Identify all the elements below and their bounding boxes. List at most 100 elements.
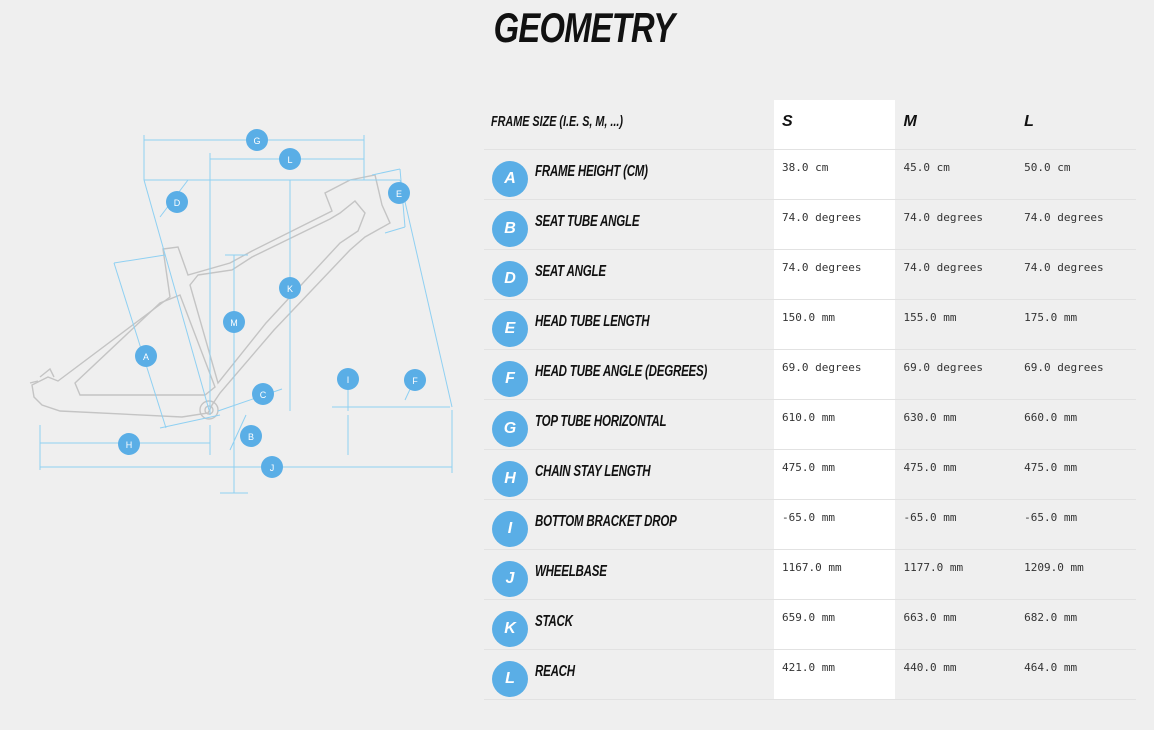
table-row: F HEAD TUBE ANGLE (DEGREES) 69.0 degrees 69…: [484, 349, 1136, 400]
marker-label: D: [174, 198, 181, 208]
dimension-name: WHEELBASE: [535, 562, 607, 580]
marker-E: E: [388, 182, 410, 204]
value-size-s: 74.0 degrees: [774, 199, 896, 250]
value-size-s: -65.0 mm: [774, 499, 896, 550]
dimension-value: 660.0 mm: [1024, 411, 1078, 424]
table-header-row: FRAME SIZE (I.E. S, M, ...) S M L: [484, 100, 1136, 150]
row-label-cell: D SEAT ANGLE: [484, 249, 775, 300]
table-row: B SEAT TUBE ANGLE 74.0 degrees 74.0 degrees…: [484, 199, 1136, 250]
marker-C: C: [252, 383, 274, 405]
dimension-value: 69.0 degrees: [782, 361, 862, 374]
marker-label: C: [260, 390, 267, 400]
marker-F: F: [404, 369, 426, 391]
dimension-letter-badge: H: [492, 460, 528, 497]
value-size-s: 74.0 degrees: [774, 249, 896, 300]
header-size-s: S: [774, 100, 896, 150]
value-size-s: 421.0 mm: [774, 649, 896, 700]
dimension-name: REACH: [535, 662, 575, 680]
value-size-m: 69.0 degrees: [895, 349, 1017, 400]
dimension-value: 50.0 cm: [1024, 161, 1071, 174]
header-size-l: L: [1016, 100, 1136, 150]
dimension-letter-badge: G: [492, 410, 528, 447]
marker-B: B: [240, 425, 262, 447]
dimension-markers: G L D E K M A C I F B H J: [118, 129, 426, 478]
dimension-name: STACK: [535, 612, 573, 630]
marker-J: J: [261, 456, 283, 478]
marker-I: I: [337, 368, 359, 390]
value-size-s: 150.0 mm: [774, 299, 896, 350]
value-size-m: 155.0 mm: [895, 299, 1017, 350]
dimension-name: TOP TUBE HORIZONTAL: [535, 412, 667, 430]
dimension-value: 610.0 mm: [782, 411, 836, 424]
value-size-m: 630.0 mm: [895, 399, 1017, 450]
size-label: L: [1024, 113, 1034, 130]
table-row: E HEAD TUBE LENGTH 150.0 mm 155.0 mm 175.0 m…: [484, 299, 1136, 350]
dimension-letter-badge: I: [492, 510, 528, 547]
dimension-letter-badge: B: [492, 210, 528, 247]
value-size-l: 69.0 degrees: [1016, 349, 1136, 400]
row-label: D SEAT ANGLE: [484, 250, 774, 299]
row-label-cell: J WHEELBASE: [484, 549, 775, 600]
marker-label: E: [396, 189, 402, 199]
dimension-value: 475.0 mm: [782, 461, 836, 474]
marker-K: K: [279, 277, 301, 299]
dimension-value: -65.0 mm: [1024, 511, 1078, 524]
dimension-value: 74.0 degrees: [1024, 261, 1104, 274]
geometry-table: FRAME SIZE (I.E. S, M, ...) S M L A FRAME…: [484, 100, 1136, 700]
dimension-value: 150.0 mm: [782, 311, 836, 324]
marker-label: A: [143, 352, 149, 362]
value-size-l: 1209.0 mm: [1016, 549, 1136, 600]
marker-label: L: [287, 155, 292, 165]
dimension-value: 663.0 mm: [903, 611, 957, 624]
row-label-cell: K STACK: [484, 599, 775, 650]
value-size-s: 475.0 mm: [774, 449, 896, 500]
bottom-bracket: [199, 400, 219, 420]
table-row: L REACH 421.0 mm 440.0 mm 464.0 mm: [484, 649, 1136, 700]
dimension-value: 74.0 degrees: [782, 211, 862, 224]
dimension-letter-badge: L: [492, 660, 528, 697]
marker-label: F: [412, 376, 418, 386]
dimension-name: FRAME HEIGHT (CM): [535, 162, 648, 180]
row-label-cell: B SEAT TUBE ANGLE: [484, 199, 775, 250]
row-label: B SEAT TUBE ANGLE: [484, 200, 774, 249]
size-label: S: [782, 113, 793, 130]
dimension-value: 155.0 mm: [903, 311, 957, 324]
header-label: FRAME SIZE (I.E. S, M, ...): [491, 113, 624, 130]
value-size-l: 74.0 degrees: [1016, 199, 1136, 250]
row-label: F HEAD TUBE ANGLE (DEGREES): [484, 350, 774, 399]
dimension-value: 45.0 cm: [903, 161, 950, 174]
page-title: GEOMETRY: [493, 4, 675, 51]
dimension-value: -65.0 mm: [903, 511, 957, 524]
marker-L: L: [279, 148, 301, 170]
dimension-value: -65.0 mm: [782, 511, 836, 524]
marker-label: J: [270, 463, 275, 473]
row-label: E HEAD TUBE LENGTH: [484, 300, 774, 349]
marker-label: K: [287, 284, 293, 294]
value-size-l: 660.0 mm: [1016, 399, 1136, 450]
value-size-s: 659.0 mm: [774, 599, 896, 650]
value-size-m: 45.0 cm: [895, 149, 1017, 200]
value-size-m: 663.0 mm: [895, 599, 1017, 650]
value-size-l: 74.0 degrees: [1016, 249, 1136, 300]
marker-label: H: [126, 440, 133, 450]
value-size-m: 440.0 mm: [895, 649, 1017, 700]
value-size-l: -65.0 mm: [1016, 499, 1136, 550]
value-size-m: 475.0 mm: [895, 449, 1017, 500]
dimension-value: 74.0 degrees: [782, 261, 862, 274]
header-size-m: M: [895, 100, 1017, 150]
marker-label: M: [230, 318, 238, 328]
value-size-s: 38.0 cm: [774, 149, 896, 200]
dimension-letter-badge: J: [492, 560, 528, 597]
frame-outline: [29, 174, 391, 418]
value-size-l: 475.0 mm: [1016, 449, 1136, 500]
row-label: H CHAIN STAY LENGTH: [484, 450, 774, 499]
marker-label: I: [347, 375, 350, 385]
size-label: M: [903, 113, 917, 130]
row-label: K STACK: [484, 600, 774, 649]
row-label: I BOTTOM BRACKET DROP: [484, 500, 774, 549]
table-row: A FRAME HEIGHT (CM) 38.0 cm 45.0 cm 50.0 cm: [484, 149, 1136, 200]
row-label-cell: I BOTTOM BRACKET DROP: [484, 499, 775, 550]
dimension-letter-badge: F: [492, 360, 528, 397]
value-size-l: 464.0 mm: [1016, 649, 1136, 700]
dimension-letter-badge: E: [492, 310, 528, 347]
